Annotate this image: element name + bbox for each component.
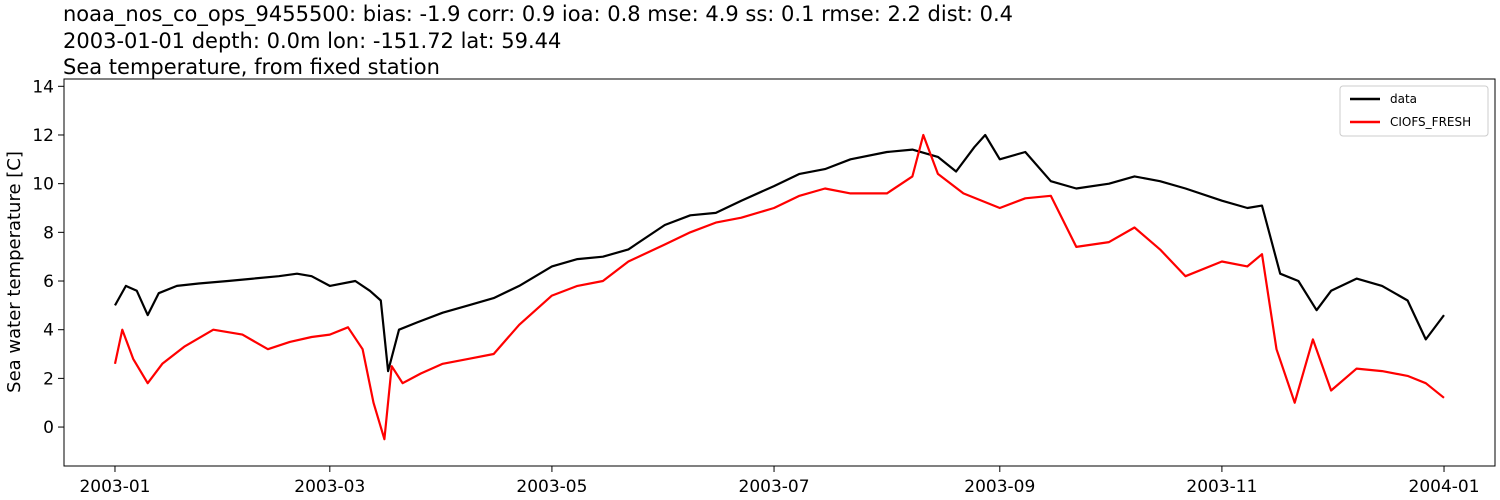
chart-title-line-1: noaa_nos_co_ops_9455500: bias: -1.9 corr…: [63, 2, 1014, 26]
y-tick-label: 4: [43, 321, 54, 341]
y-tick-label: 8: [43, 223, 54, 243]
chart-title-line-2: 2003-01-01 depth: 0.0m lon: -151.72 lat:…: [63, 29, 562, 53]
x-axis: 2003-01 2003-03 2003-05 2003-07 2003-09 2003-…: [79, 466, 1480, 497]
y-tick-label: 2: [43, 369, 54, 389]
x-tick-label: 2003-03: [294, 477, 365, 497]
series-line-data: [114, 133, 1445, 373]
plot-area-frame: [63, 78, 1496, 467]
y-tick-label: 10: [32, 175, 54, 195]
y-axis-label: Sea water temperature [C]: [4, 151, 25, 393]
series-line-ciofs-fresh: [113, 133, 1445, 441]
y-tick-label: 12: [32, 126, 54, 146]
series-layer: [113, 133, 1445, 441]
y-tick-label: 14: [32, 77, 54, 97]
x-tick-label: 2003-01: [79, 477, 150, 497]
y-tick-label: 6: [43, 272, 54, 292]
x-tick-label: 2003-05: [516, 477, 587, 497]
legend-label: data: [1390, 92, 1417, 106]
x-tick-label: 2003-07: [739, 477, 810, 497]
x-tick-label: 2004-01: [1409, 477, 1480, 497]
y-axis: 0 2 4 6 8 10 12 14: [32, 77, 64, 438]
legend: data CIOFS_FRESH: [1339, 85, 1489, 137]
legend-label: CIOFS_FRESH: [1390, 115, 1471, 129]
x-tick-label: 2003-11: [1186, 477, 1257, 497]
chart-title-line-3: Sea temperature, from fixed station: [63, 55, 440, 79]
y-tick-label: 0: [43, 418, 54, 438]
x-tick-label: 2003-09: [964, 477, 1035, 497]
